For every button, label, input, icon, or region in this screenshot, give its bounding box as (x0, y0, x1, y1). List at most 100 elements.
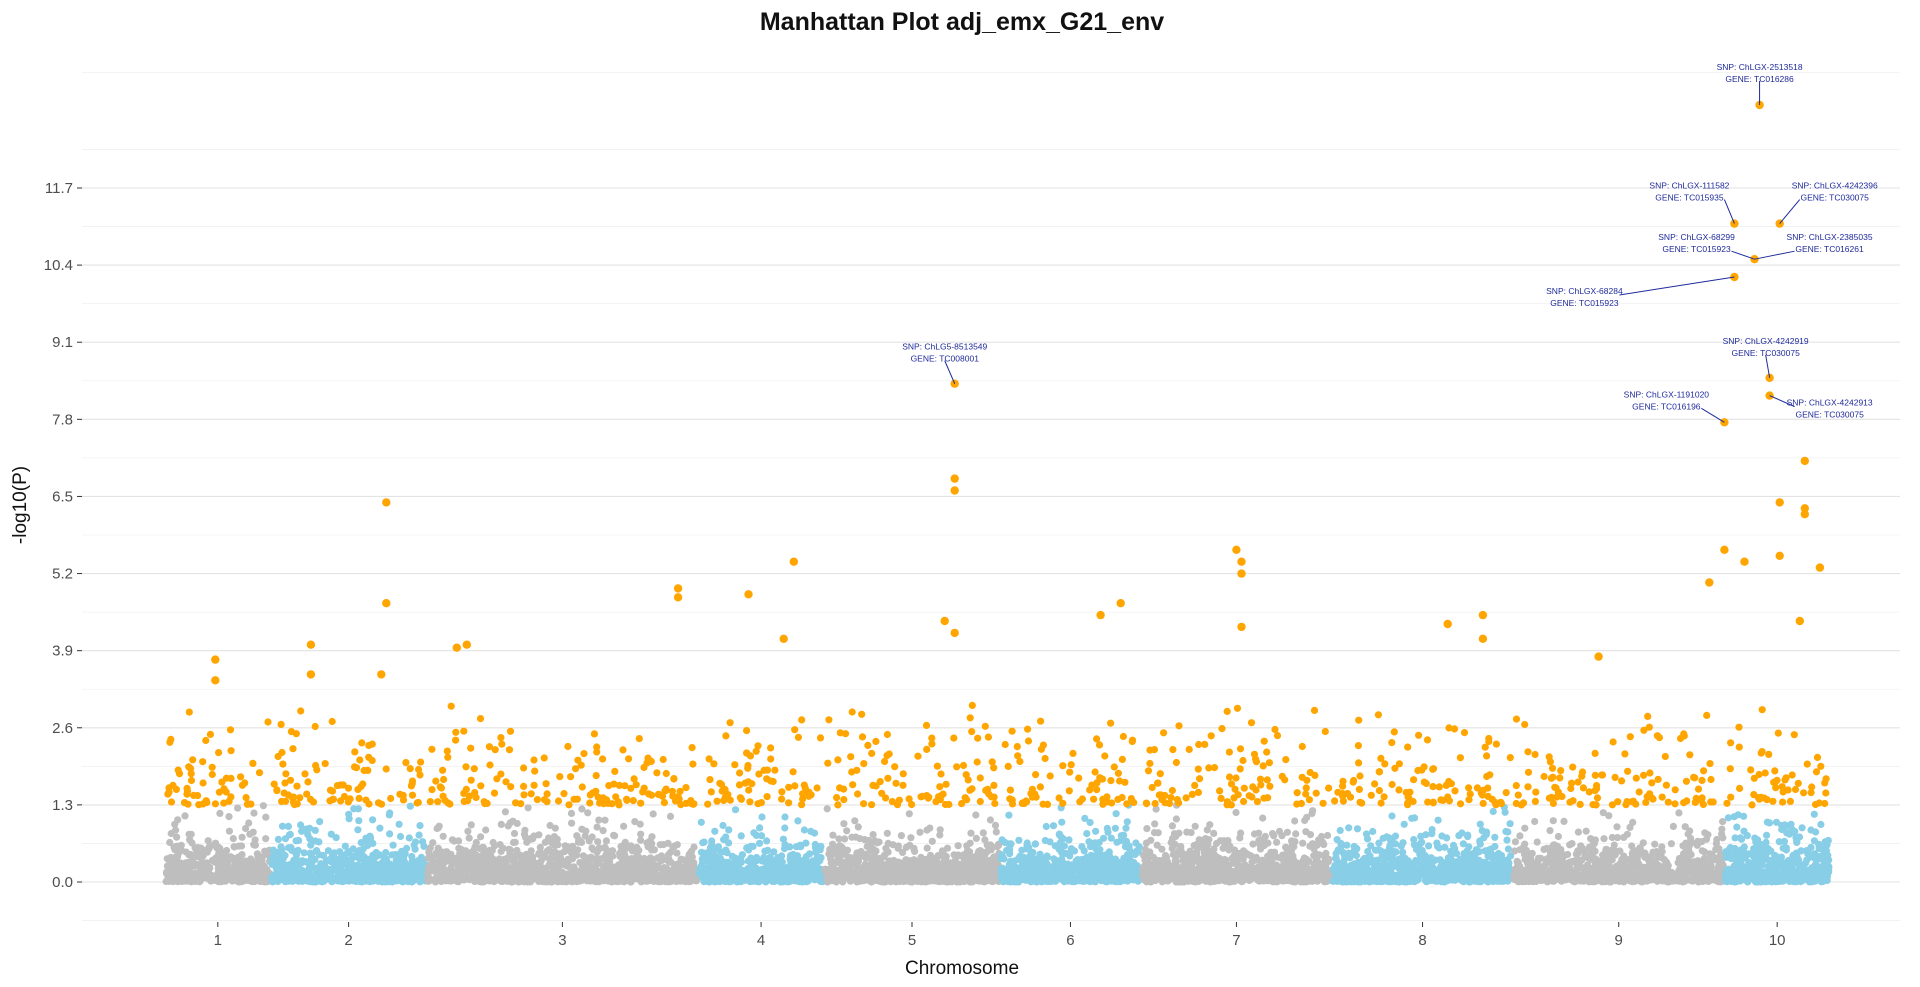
snp-point (341, 842, 349, 850)
snp-point (389, 841, 397, 849)
snp-point (393, 873, 401, 882)
snp-point (1071, 876, 1080, 884)
snp-point (1291, 817, 1299, 825)
snp-point (608, 847, 617, 855)
snp-point (225, 813, 233, 821)
snp-point (578, 870, 586, 879)
snp-point (388, 851, 396, 859)
snp-point (475, 860, 483, 868)
snp-point (731, 806, 740, 814)
snp-point (1250, 830, 1259, 838)
snp-point (998, 836, 1006, 844)
snp-point (578, 805, 586, 813)
snp-point (1293, 873, 1301, 881)
snp-point (250, 809, 258, 817)
snp-point (1087, 870, 1096, 879)
snp-point (579, 852, 587, 860)
snp-point (350, 875, 358, 883)
snp-point (1116, 867, 1124, 875)
snp-point (828, 848, 837, 856)
snp-point (577, 838, 586, 847)
snp-point (843, 827, 851, 835)
snp-point (510, 829, 519, 838)
snp-point (593, 857, 601, 865)
snp-point (257, 872, 265, 880)
snp-point (508, 852, 517, 861)
snp-point (1085, 856, 1093, 864)
snp-point (527, 847, 535, 855)
snp-point (636, 820, 644, 828)
snp-point (249, 828, 257, 836)
snp-point (354, 826, 362, 834)
snp-point (174, 867, 182, 875)
snp-point (793, 854, 801, 862)
snp-point (755, 839, 764, 847)
snp-point (677, 876, 685, 884)
snp-point (386, 830, 394, 838)
snp-point (483, 869, 491, 877)
snp-point (610, 831, 618, 839)
snp-point (1122, 837, 1130, 845)
snp-point (781, 824, 789, 832)
snp-point (395, 820, 403, 828)
snp-point (474, 875, 482, 883)
snp-point (757, 832, 766, 840)
snp-point (1091, 854, 1100, 862)
snp-point (776, 877, 784, 885)
snp-point (1119, 859, 1127, 867)
snp-point (493, 871, 501, 879)
snp-point (1308, 809, 1316, 818)
snp-point (294, 871, 302, 880)
snp-point (426, 861, 434, 869)
snp-point (872, 847, 880, 855)
snp-point (355, 817, 363, 825)
snp-point (1175, 829, 1183, 837)
snp-point (274, 835, 282, 844)
snp-point (811, 840, 819, 849)
snp-point (1172, 815, 1180, 823)
snp-point (279, 854, 287, 863)
snp-point (1143, 825, 1151, 833)
snp-point (758, 813, 766, 821)
snp-point (844, 858, 853, 866)
snp-point (1031, 864, 1039, 872)
snp-point (797, 843, 805, 851)
snp-point (749, 877, 757, 885)
snp-point (621, 874, 630, 882)
snp-point (992, 828, 1000, 836)
snp-point (883, 829, 891, 837)
snp-point (345, 848, 353, 856)
snp-point (823, 805, 831, 813)
snp-point (856, 875, 864, 883)
snp-point (417, 860, 425, 868)
snp-point (745, 846, 753, 854)
snp-point (269, 855, 277, 864)
snp-point (1058, 849, 1066, 858)
snp-point (513, 846, 521, 855)
snp-point (327, 830, 335, 838)
snp-point (211, 854, 219, 863)
snp-point (576, 858, 584, 867)
snp-point (464, 827, 472, 835)
snp-point (926, 824, 934, 832)
snp-point (656, 841, 664, 849)
snp-point (426, 877, 434, 885)
snp-point (851, 817, 859, 825)
snp-point (986, 816, 995, 824)
snp-point (284, 822, 292, 831)
snp-point (327, 872, 335, 880)
snp-point (872, 855, 880, 863)
snp-point (551, 824, 559, 832)
snp-point (1122, 824, 1130, 832)
snp-point (223, 846, 231, 855)
snp-point (385, 878, 393, 886)
snp-point (567, 809, 576, 818)
snp-point (517, 872, 525, 881)
snp-point (358, 855, 366, 863)
snp-point (894, 844, 902, 852)
snp-point (1082, 877, 1090, 885)
snp-point (1017, 874, 1026, 882)
snp-point (308, 863, 316, 871)
snp-point (1086, 818, 1094, 827)
snp-point (1032, 877, 1040, 886)
